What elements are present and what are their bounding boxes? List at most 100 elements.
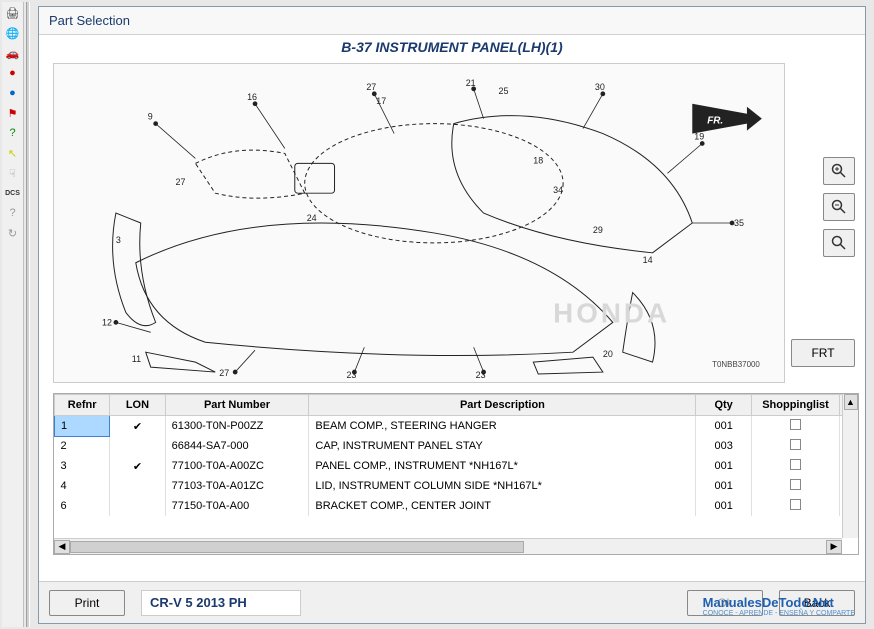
table-row[interactable]: 2 66844-SA7-000CAP, INSTRUMENT PANEL STAY… <box>55 436 858 456</box>
printer-icon[interactable]: 🖨 <box>4 4 22 22</box>
zoom-out-icon <box>831 199 847 215</box>
watermark-logo: ManualesDeTodo.Net <box>703 595 855 610</box>
parts-table: Refnr LON Part Number Part Description Q… <box>54 394 858 516</box>
cell-refnr: 4 <box>55 476 110 496</box>
cell-shoppinglist[interactable] <box>751 436 839 456</box>
table-row[interactable]: 677150-T0A-A00BRACKET COMP., CENTER JOIN… <box>55 496 858 516</box>
part-selection-panel: Part Selection B-37 INSTRUMENT PANEL(LH)… <box>38 6 866 624</box>
checkbox-icon[interactable] <box>790 419 801 430</box>
cell-part-number: 66844-SA7-000 <box>165 436 309 456</box>
cell-description: CAP, INSTRUMENT PANEL STAY <box>309 436 696 456</box>
table-vscroll[interactable]: ▲ <box>842 394 858 538</box>
table-row[interactable]: 1✔61300-T0N-P00ZZBEAM COMP., STEERING HA… <box>55 416 858 437</box>
cell-description: LID, INSTRUMENT COLUMN SIDE *NH167L* <box>309 476 696 496</box>
svg-text:27: 27 <box>176 177 186 187</box>
print-button[interactable]: Print <box>49 590 125 616</box>
watermark-sub: CONOCE - APRENDE - ENSEÑA Y COMPARTE <box>703 610 855 617</box>
cell-description: BEAM COMP., STEERING HANGER <box>309 416 696 437</box>
cell-description: BRACKET COMP., CENTER JOINT <box>309 496 696 516</box>
scroll-right-icon[interactable]: ▶ <box>826 540 842 554</box>
cell-part-number: 77150-T0A-A00 <box>165 496 309 516</box>
checkbox-icon[interactable] <box>790 479 801 490</box>
parts-table-container: Refnr LON Part Number Part Description Q… <box>53 393 859 555</box>
question-icon[interactable]: ? <box>4 124 22 142</box>
vehicle-label: CR-V 5 2013 PH <box>141 590 301 616</box>
zoom-out-button[interactable] <box>823 193 855 221</box>
zoom-in-button[interactable] <box>823 157 855 185</box>
scroll-thumb[interactable] <box>70 541 524 553</box>
svg-text:14: 14 <box>643 255 653 265</box>
help-icon[interactable]: ? <box>4 204 22 222</box>
svg-text:11: 11 <box>132 354 141 364</box>
col-part-number[interactable]: Part Number <box>165 395 309 416</box>
cell-refnr: 3 <box>55 456 110 476</box>
cell-qty: 001 <box>696 476 751 496</box>
cell-refnr: 2 <box>55 436 110 456</box>
diagram-title: B-37 INSTRUMENT PANEL(LH)(1) <box>39 35 865 59</box>
flag-icon[interactable]: ⚑ <box>4 104 22 122</box>
svg-text:20: 20 <box>603 349 613 359</box>
cell-shoppinglist[interactable] <box>751 496 839 516</box>
zoom-fit-icon <box>831 235 847 251</box>
back-arrow-icon[interactable]: ↖ <box>4 144 22 162</box>
svg-text:17: 17 <box>376 96 386 106</box>
info-red-icon[interactable]: ● <box>4 64 22 82</box>
cell-shoppinglist[interactable] <box>751 476 839 496</box>
table-hscroll[interactable]: ◀ ▶ <box>54 538 842 554</box>
info-blue-icon[interactable]: ● <box>4 84 22 102</box>
svg-text:30: 30 <box>595 82 605 92</box>
hand-icon[interactable]: ☟ <box>4 164 22 182</box>
col-lon[interactable]: LON <box>110 395 165 416</box>
cell-shoppinglist[interactable] <box>751 416 839 437</box>
svg-text:9: 9 <box>148 112 153 122</box>
table-row[interactable]: 4 77103-T0A-A01ZCLID, INSTRUMENT COLUMN S… <box>55 476 858 496</box>
svg-text:25: 25 <box>499 86 509 96</box>
zoom-controls <box>823 157 855 257</box>
cell-shoppinglist[interactable] <box>751 456 839 476</box>
watermark: ManualesDeTodo.Net CONOCE - APRENDE - EN… <box>703 595 855 617</box>
zoom-fit-button[interactable] <box>823 229 855 257</box>
frt-button[interactable]: FRT <box>791 339 855 367</box>
svg-text:23: 23 <box>346 370 356 380</box>
dialog-title: Part Selection <box>39 7 865 35</box>
scroll-track[interactable] <box>70 540 826 554</box>
cell-qty: 003 <box>696 436 751 456</box>
car-icon[interactable]: 🚗 <box>4 44 22 62</box>
zoom-in-icon <box>831 163 847 179</box>
svg-text:19: 19 <box>694 132 704 142</box>
cell-lon <box>110 496 165 516</box>
refresh-icon[interactable]: ↻ <box>4 224 22 242</box>
cell-lon: ✔ <box>110 416 165 437</box>
col-shoppinglist[interactable]: Shoppinglist <box>751 395 839 416</box>
checkbox-icon[interactable] <box>790 499 801 510</box>
svg-text:FR.: FR. <box>707 116 723 127</box>
col-qty[interactable]: Qty <box>696 395 751 416</box>
svg-text:34: 34 <box>553 185 563 195</box>
diagram-svg: 9 16 27 17 21 25 30 19 35 12 27 23 23 27… <box>54 64 784 382</box>
scroll-left-icon[interactable]: ◀ <box>54 540 70 554</box>
checkbox-icon[interactable] <box>790 439 801 450</box>
col-refnr[interactable]: Refnr <box>55 395 110 416</box>
cell-part-number: 61300-T0N-P00ZZ <box>165 416 309 437</box>
dcs-icon[interactable]: DCS <box>4 184 22 202</box>
svg-text:18: 18 <box>533 155 543 165</box>
svg-text:3: 3 <box>116 235 121 245</box>
cell-lon <box>110 436 165 456</box>
svg-text:23: 23 <box>476 370 486 380</box>
svg-text:16: 16 <box>247 92 257 102</box>
col-description[interactable]: Part Description <box>309 395 696 416</box>
globe-icon[interactable]: 🌐 <box>4 24 22 42</box>
parts-diagram: 9 16 27 17 21 25 30 19 35 12 27 23 23 27… <box>53 63 785 383</box>
cell-part-number: 77103-T0A-A01ZC <box>165 476 309 496</box>
cell-lon <box>110 476 165 496</box>
svg-text:HONDA: HONDA <box>553 297 670 328</box>
svg-text:24: 24 <box>307 213 317 223</box>
left-toolbar: 🖨 🌐 🚗 ● ● ⚑? ↖ ☟ DCS? ↻ <box>2 2 24 627</box>
svg-text:27: 27 <box>366 82 376 92</box>
checkbox-icon[interactable] <box>790 459 801 470</box>
table-row[interactable]: 3✔77100-T0A-A00ZCPANEL COMP., INSTRUMENT… <box>55 456 858 476</box>
cell-refnr: 1 <box>55 416 110 437</box>
scroll-up-icon[interactable]: ▲ <box>844 394 858 410</box>
cell-qty: 001 <box>696 416 751 437</box>
svg-text:T0NBB37000: T0NBB37000 <box>712 360 760 369</box>
